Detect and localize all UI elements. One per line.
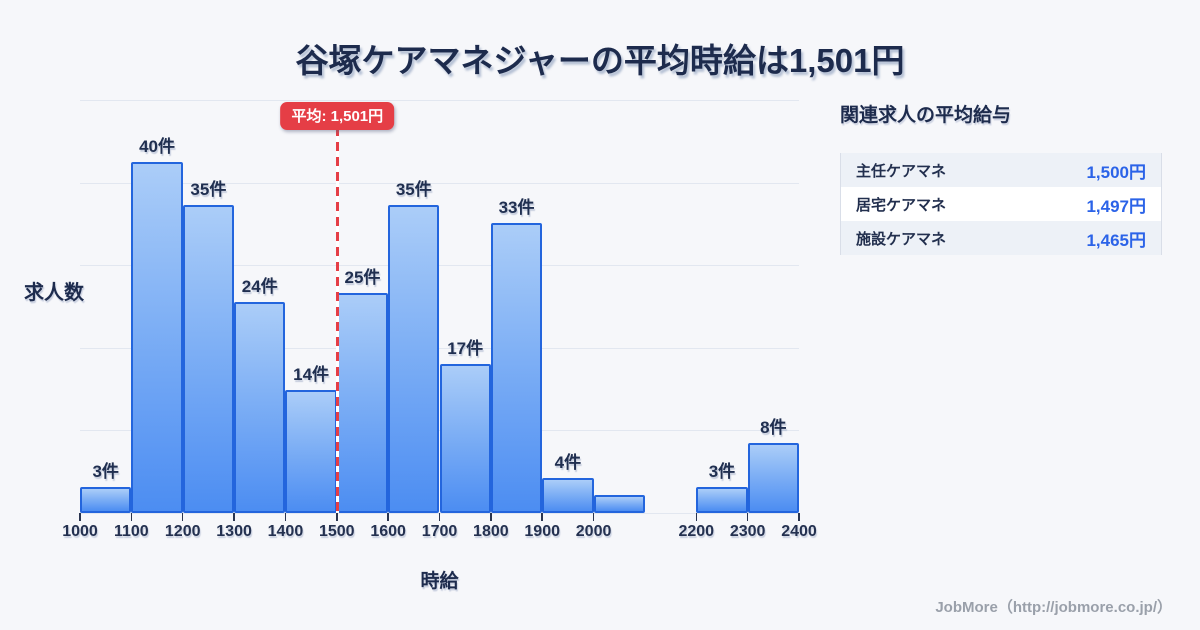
- x-axis-tick: [798, 513, 800, 521]
- x-axis-tick-label: 2200: [678, 523, 715, 540]
- table-row: 主任ケアマネ 1,500円: [841, 153, 1161, 187]
- x-axis-tick: [746, 513, 749, 521]
- page-title: 谷塚ケアマネジャーの平均時給は1,501円: [295, 42, 905, 79]
- histogram-bar: [542, 477, 594, 513]
- x-axis-tick: [284, 513, 287, 521]
- x-axis-tick-label: 1900: [524, 523, 560, 540]
- gridline: [80, 347, 799, 349]
- bar-value-label: 3件: [708, 461, 736, 481]
- bar-value-label: 14件: [293, 364, 330, 384]
- histogram-bar: [388, 205, 440, 513]
- x-axis-tick-label: 2300: [729, 523, 766, 540]
- gridline: [80, 265, 799, 267]
- job-wage-value: 1,465円: [1086, 230, 1146, 250]
- related-jobs-title: 関連求人の平均給与: [840, 105, 1012, 126]
- x-axis-tick: [541, 513, 543, 521]
- x-axis-tick: [490, 513, 492, 521]
- x-axis-tick-label: 1400: [267, 523, 304, 540]
- y-axis-label: 求人数: [24, 282, 84, 304]
- x-axis-tick: [592, 513, 595, 521]
- histogram-bar: [490, 223, 543, 513]
- x-axis-tick-label: 2000: [575, 523, 612, 540]
- bar-value-label: 35件: [395, 180, 432, 200]
- x-axis-tick: [438, 513, 441, 521]
- x-axis-tick-label: 1800: [473, 523, 509, 540]
- related-jobs-panel: 関連求人の平均給与 主任ケアマネ 1,500円 居宅ケアマネ 1,497円 施設…: [840, 100, 1162, 255]
- histogram-bar: [439, 363, 491, 513]
- gridline: [80, 182, 799, 184]
- x-axis-tick: [695, 513, 698, 521]
- x-axis-tick-label: 1100: [113, 523, 149, 540]
- bar-value-label: 35件: [190, 180, 227, 200]
- histogram-bar: [593, 495, 645, 513]
- job-type-label: 居宅ケアマネ: [856, 196, 947, 214]
- x-axis-tick: [233, 513, 235, 521]
- bar-value-label: 40件: [139, 136, 175, 156]
- bar-value-label: 8件: [760, 417, 787, 437]
- job-type-label: 施設ケアマネ: [856, 230, 947, 248]
- histogram-bar: [696, 486, 748, 513]
- bar-value-label: 24件: [241, 277, 278, 297]
- histogram-bar: [747, 442, 799, 513]
- x-axis-tick-label: 1700: [421, 523, 458, 540]
- table-row: 居宅ケアマネ 1,497円: [841, 187, 1161, 221]
- average-badge: 平均: 1,501円: [280, 102, 395, 130]
- x-axis-label: 時給: [420, 571, 459, 592]
- x-axis-tick: [181, 513, 184, 521]
- gridline: [80, 100, 799, 101]
- related-jobs-table: 主任ケアマネ 1,500円 居宅ケアマネ 1,497円 施設ケアマネ 1,465…: [840, 153, 1162, 255]
- table-row: 施設ケアマネ 1,465円: [841, 221, 1161, 255]
- bar-value-label: 17件: [447, 338, 484, 358]
- x-axis-tick-label: 1500: [318, 523, 355, 540]
- site-credit: JobMore（http://jobmore.co.jp/）: [935, 599, 1172, 616]
- x-axis-tick-label: 1000: [62, 523, 98, 540]
- x-axis-tick: [130, 513, 133, 521]
- x-axis-tick: [79, 513, 81, 521]
- job-type-label: 主任ケアマネ: [856, 162, 947, 180]
- x-axis-tick-label: 1300: [216, 523, 252, 540]
- bar-value-label: 25件: [344, 268, 381, 288]
- histogram-bar: [234, 302, 286, 513]
- x-axis-tick-label: 1600: [370, 523, 406, 540]
- job-wage-value: 1,497円: [1086, 196, 1146, 216]
- bar-value-label: 33件: [498, 198, 535, 218]
- plot-area: 3件 40件 35件 24件 14件 25件 35件 17件 33件 4件 3件 8件 1000 1100…: [62, 100, 817, 540]
- histogram-bar: [80, 486, 132, 513]
- bar-value-label: 3件: [92, 461, 119, 481]
- histogram-bar: [182, 205, 235, 513]
- histogram-bar: [285, 389, 337, 513]
- x-axis-tick-label: 2400: [781, 523, 817, 540]
- x-axis-tick: [336, 513, 338, 521]
- histogram-bar: [336, 293, 389, 513]
- x-axis-tick: [387, 513, 389, 521]
- job-wage-value: 1,500円: [1086, 162, 1146, 182]
- x-axis-tick-label: 1200: [164, 523, 201, 540]
- bar-value-label: 4件: [554, 452, 582, 472]
- average-line: [335, 127, 340, 513]
- histogram-bar: [131, 161, 183, 513]
